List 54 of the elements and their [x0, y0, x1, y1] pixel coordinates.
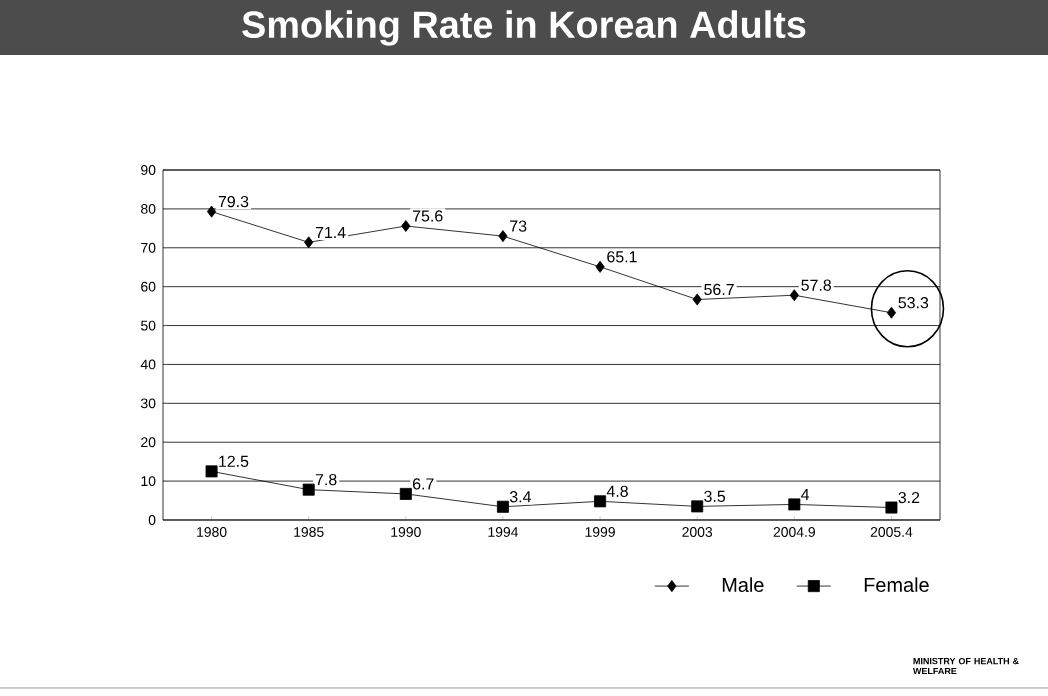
- y-tick-label: 80: [141, 203, 156, 214]
- point: [302, 483, 315, 496]
- data-label: 3.2: [898, 491, 920, 504]
- point: [692, 293, 702, 306]
- point: [885, 501, 898, 514]
- data-label: 79.3: [218, 195, 249, 208]
- x-tick-label: 1994: [488, 527, 519, 537]
- point: [691, 500, 704, 513]
- y-tick-label: 70: [141, 242, 156, 253]
- data-label: 71.4: [315, 226, 346, 238]
- x-tick-label: 2005.4: [870, 527, 913, 537]
- data-label: 53.3: [898, 297, 929, 309]
- point: [401, 220, 411, 232]
- data-label: 12.5: [219, 455, 249, 467]
- x-tick-label: 1980: [197, 527, 227, 537]
- y-tick-label: 90: [141, 165, 156, 175]
- data-label: 3.5: [704, 490, 726, 502]
- chart-title: Smoking Rate in Korean Adults: [242, 10, 806, 46]
- point: [594, 495, 607, 508]
- y-tick-label: 10: [141, 476, 156, 487]
- point: [496, 500, 509, 513]
- y-tick-label: 60: [141, 281, 156, 292]
- point: [595, 260, 605, 273]
- legend-label: Male: [722, 577, 764, 592]
- point: [886, 306, 897, 319]
- point: [498, 230, 508, 243]
- y-tick-label: 30: [140, 398, 156, 409]
- data-label: 6.7: [413, 478, 434, 490]
- data-label: 4.8: [606, 485, 628, 497]
- data-label: 75.6: [413, 210, 443, 222]
- data-label: 7.8: [315, 473, 337, 486]
- text: MINISTRY OF HEALTH & WELFARE: [912, 657, 1019, 675]
- point: [205, 465, 218, 478]
- y-tick-label: 0: [148, 515, 156, 525]
- y-tick-label: 40: [140, 359, 156, 370]
- legend-label: Female: [864, 577, 929, 592]
- data-label: 4: [801, 489, 810, 501]
- point: [399, 487, 412, 500]
- data-label: 73: [510, 220, 527, 232]
- data-label: 65.1: [607, 251, 637, 263]
- x-tick-label: 2003: [682, 527, 713, 537]
- y-tick-label: 50: [141, 320, 156, 331]
- x-tick-label: 1990: [391, 527, 421, 537]
- point: [206, 205, 217, 218]
- x-tick-label: 1999: [585, 527, 615, 537]
- x-tick-label: 2004.9: [773, 527, 815, 537]
- point: [304, 236, 314, 249]
- data-label: 56.7: [704, 283, 734, 296]
- x-tick-label: 1985: [294, 527, 324, 537]
- data-label: 57.8: [801, 279, 832, 291]
- point: [788, 498, 801, 511]
- point: [789, 289, 799, 302]
- y-tick-label: 20: [141, 437, 156, 448]
- data-label: 3.4: [509, 491, 532, 503]
